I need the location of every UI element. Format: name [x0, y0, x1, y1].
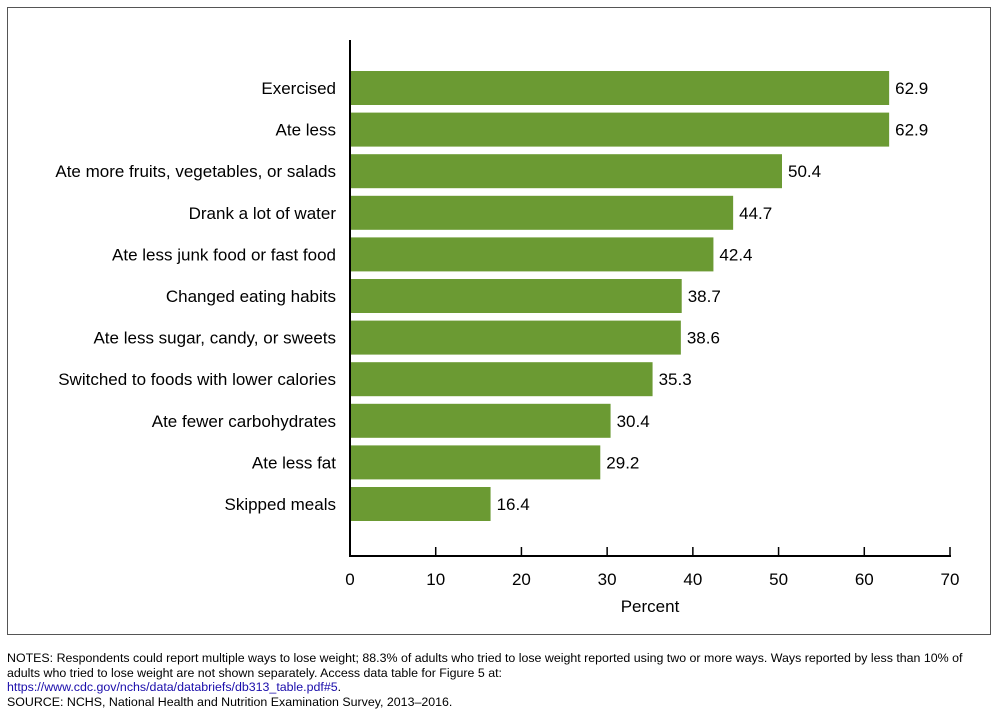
bar [350, 195, 734, 230]
bar [350, 279, 682, 313]
category-label: Switched to foods with lower calories [58, 370, 336, 389]
data-label: 30.4 [617, 412, 650, 431]
bar [350, 403, 611, 438]
x-tick-label: 30 [598, 570, 617, 589]
bar-chart: Exercised 62.9 Ate less 62.9 Ate more fruits… [55, 40, 960, 616]
link-suffix: . [337, 680, 342, 694]
x-tick-label: 10 [426, 570, 445, 589]
bar [350, 154, 782, 189]
bar [350, 237, 714, 272]
category-label: Ate less fat [252, 453, 336, 472]
notes-text: NOTES: Respondents could report multiple… [7, 651, 993, 695]
data-label: 38.7 [688, 287, 721, 306]
category-label: Exercised [261, 79, 336, 98]
data-label: 35.3 [659, 370, 692, 389]
category-label: Drank a lot of water [189, 204, 337, 223]
bar [350, 112, 890, 147]
x-axis-title: Percent [621, 597, 680, 616]
category-label: Ate more fruits, vegetables, or salads [55, 162, 336, 181]
notes-body: NOTES: Respondents could report multiple… [7, 651, 963, 680]
x-tick-label: 60 [855, 570, 874, 589]
bar [350, 362, 653, 397]
data-table-link[interactable]: https://www.cdc.gov/nchs/data/databriefs… [7, 680, 338, 694]
data-label: 50.4 [788, 162, 821, 181]
bar [350, 445, 601, 480]
data-label: 38.6 [687, 329, 720, 348]
x-tick-label: 50 [769, 570, 788, 589]
data-label: 16.4 [497, 495, 530, 514]
x-tick-label: 20 [512, 570, 531, 589]
data-label: 44.7 [739, 204, 772, 223]
x-tick-label: 70 [941, 570, 960, 589]
category-label: Ate fewer carbohydrates [152, 412, 336, 431]
category-label: Skipped meals [224, 495, 336, 514]
category-label: Changed eating habits [166, 287, 336, 306]
data-label: 62.9 [895, 79, 928, 98]
category-label: Ate less [276, 121, 336, 140]
data-label: 62.9 [895, 121, 928, 140]
figure-notes: NOTES: Respondents could report multiple… [7, 651, 993, 709]
x-tick-label: 0 [345, 570, 354, 589]
category-label: Ate less junk food or fast food [112, 245, 336, 264]
data-label: 42.4 [719, 245, 752, 264]
bar [350, 320, 681, 355]
x-tick-label: 40 [683, 570, 702, 589]
data-label: 29.2 [606, 453, 639, 472]
bar [350, 71, 890, 105]
chart-frame: Exercised 62.9 Ate less 62.9 Ate more fruits… [7, 7, 991, 635]
source-text: SOURCE: NCHS, National Health and Nutrit… [7, 694, 453, 709]
bar [350, 487, 491, 521]
category-label: Ate less sugar, candy, or sweets [93, 329, 336, 348]
